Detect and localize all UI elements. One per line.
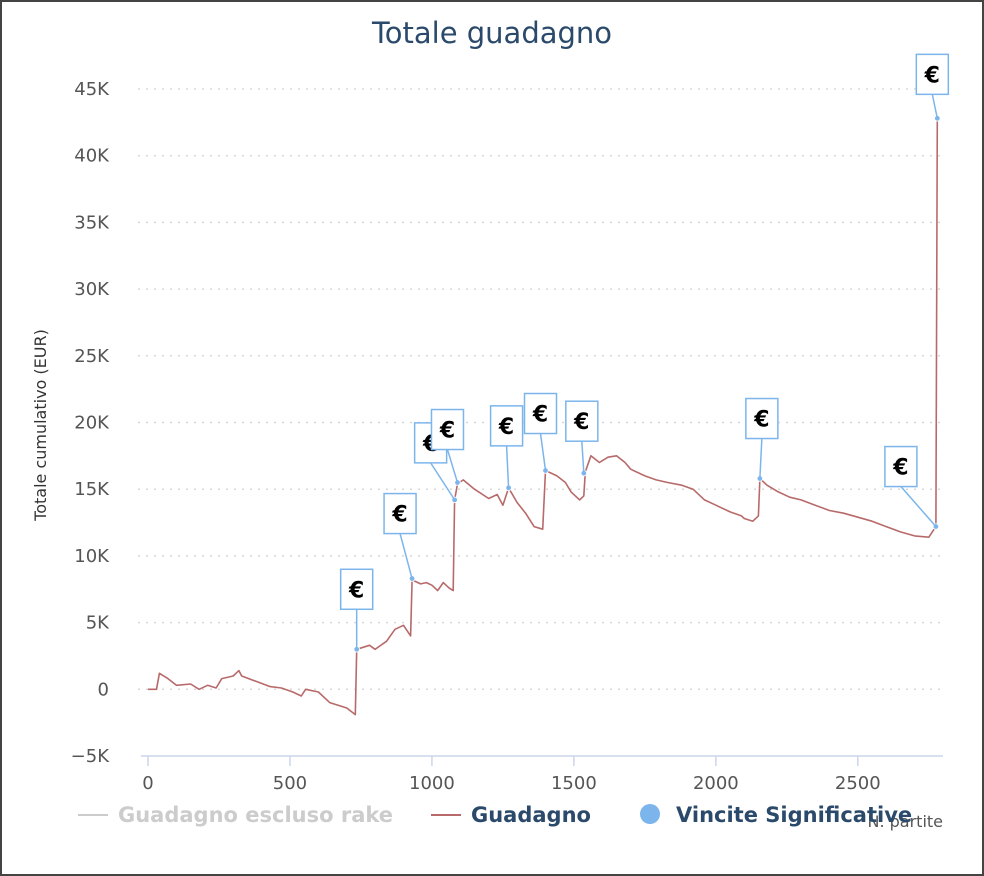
flag-label: €	[532, 403, 548, 428]
y-tick-label: 35K	[74, 212, 110, 233]
significant-win-flag[interactable]: €	[383, 492, 417, 579]
flag-connector	[430, 462, 456, 501]
flag-box[interactable]	[383, 492, 417, 535]
chart-title: Totale guadagno	[371, 16, 612, 50]
significant-win-flag[interactable]: €	[339, 568, 374, 650]
flag-box[interactable]	[915, 53, 950, 96]
flag-label: €	[573, 410, 589, 435]
y-tick-label: −5K	[71, 746, 111, 767]
x-tick-label: 2500	[835, 773, 881, 794]
x-axis-label: N. partite	[867, 812, 943, 831]
y-tick-label: 0	[98, 679, 109, 700]
flag-box[interactable]	[523, 392, 558, 435]
flag-label: €	[753, 408, 769, 433]
flags-layer: €€€€ € € € €€€	[339, 53, 950, 650]
x-tick-label: 1500	[551, 773, 597, 794]
y-tick-label: 45K	[74, 79, 110, 100]
x-tick-label: 1000	[409, 773, 455, 794]
flag-label: €	[439, 419, 455, 444]
x-tick-label: 2000	[693, 773, 739, 794]
y-axis-ticks: −5K 0 5K 10K 15K 20K 25K 30K 35K 40K 45K	[71, 79, 111, 767]
flag-label: €	[348, 578, 364, 603]
significant-win-flag[interactable]: €	[884, 445, 937, 528]
legend: Guadagno escluso rake Guadagno Vincite Sig…	[78, 803, 912, 827]
x-tick-label: 500	[273, 773, 307, 794]
y-axis-label: Totale cumulativo (EUR)	[31, 329, 50, 522]
flag-connector	[581, 441, 585, 474]
legend-item[interactable]: Guadagno	[431, 803, 591, 827]
grid	[138, 88, 943, 691]
flag-connector	[900, 486, 937, 528]
significant-win-flag[interactable]: €	[489, 405, 524, 488]
flag-box[interactable]	[884, 445, 918, 488]
legend-symbol	[640, 804, 660, 824]
significant-win-flag[interactable]: €	[745, 397, 779, 479]
x-tick-label: 0	[142, 773, 153, 794]
flag-label: €	[892, 456, 908, 481]
x-axis-ticks: 0 500 1000 1500 2000 2500	[142, 756, 881, 794]
legend-label: Guadagno	[471, 803, 591, 827]
y-tick-label: 20K	[74, 413, 110, 434]
y-tick-label: 15K	[74, 479, 110, 500]
y-tick-label: 25K	[74, 346, 110, 367]
flag-label: €	[498, 415, 514, 440]
y-tick-label: 30K	[74, 279, 110, 300]
flag-label: €	[924, 63, 940, 88]
significant-win-flag[interactable]: €	[915, 53, 950, 119]
y-tick-label: 40K	[74, 146, 110, 167]
significant-win-flag[interactable]: €	[565, 400, 599, 474]
y-tick-label: 5K	[86, 613, 110, 634]
y-tick-label: 10K	[74, 546, 110, 567]
flag-connector	[931, 94, 939, 119]
flag-connector	[759, 438, 763, 479]
flag-connector	[446, 449, 459, 483]
flag-box[interactable]	[430, 408, 465, 451]
legend-item[interactable]: Vincite Significative	[640, 803, 912, 827]
flag-box[interactable]	[745, 397, 779, 440]
flag-connector	[505, 445, 510, 488]
flag-box[interactable]	[565, 400, 599, 442]
flag-connector	[539, 433, 547, 471]
flag-label: €	[391, 503, 407, 528]
flag-box[interactable]	[339, 568, 374, 611]
flag-connector	[399, 533, 413, 579]
significant-win-flag[interactable]: €	[430, 408, 465, 483]
flag-box[interactable]	[489, 405, 524, 447]
legend-item[interactable]: Guadagno escluso rake	[78, 803, 393, 827]
legend-label: Vincite Significative	[676, 803, 912, 827]
legend-label: Guadagno escluso rake	[118, 803, 393, 827]
significant-win-flag[interactable]: €	[523, 392, 558, 471]
